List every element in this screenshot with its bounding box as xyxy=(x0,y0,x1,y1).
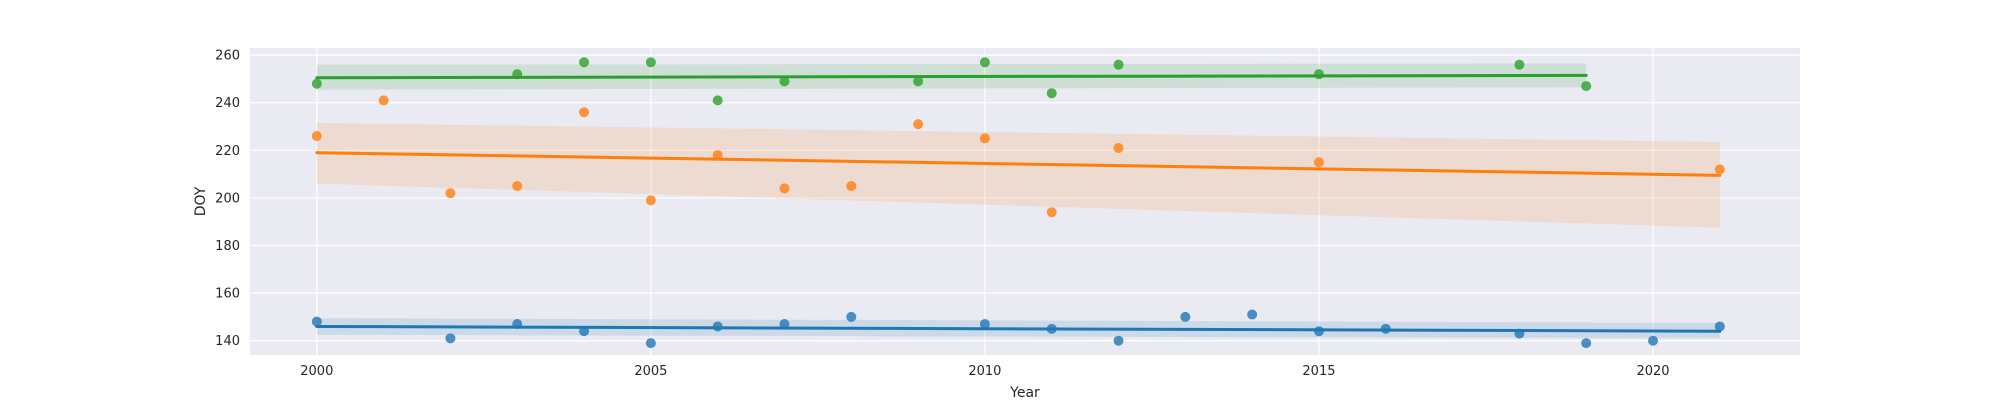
series-3-trend-line xyxy=(315,73,1588,80)
y-tick-label: 220 xyxy=(215,144,240,159)
series-1-point xyxy=(1714,321,1725,332)
series-1-point xyxy=(979,319,990,330)
series-2-point xyxy=(979,133,990,144)
series-1-point xyxy=(512,319,523,330)
y-tick-label: 240 xyxy=(215,96,240,111)
series-2-point xyxy=(1313,157,1324,168)
x-tick-label: 2020 xyxy=(1636,364,1669,379)
series-2-point xyxy=(645,195,656,206)
series-2-point xyxy=(512,181,523,192)
series-2-point xyxy=(779,183,790,194)
data-points xyxy=(311,57,1725,349)
y-tick-label: 160 xyxy=(215,287,240,302)
series-3-point xyxy=(1581,81,1592,92)
series-1-point xyxy=(1247,309,1258,320)
series-2-point xyxy=(311,131,322,142)
x-tick-label: 2000 xyxy=(300,364,333,379)
series-2-point xyxy=(1714,164,1725,175)
series-1-point xyxy=(579,326,590,337)
series-3-point xyxy=(913,76,924,87)
y-tick-label: 140 xyxy=(215,334,240,349)
series-1-point xyxy=(1648,335,1659,346)
series-1-point xyxy=(1514,328,1525,339)
series-1-point xyxy=(445,333,456,344)
series-2-point xyxy=(846,181,857,192)
series-1-point xyxy=(779,319,790,330)
x-tick-label: 2015 xyxy=(1302,364,1335,379)
series-3-point xyxy=(579,57,590,68)
series-3-point xyxy=(1514,59,1525,70)
series-2-point xyxy=(445,188,456,199)
series-1-trend-line xyxy=(315,324,1722,333)
series-3-point xyxy=(779,76,790,87)
x-tick-label: 2010 xyxy=(968,364,1001,379)
series-2-point xyxy=(1046,207,1057,218)
y-tick-label: 180 xyxy=(215,239,240,254)
series-3-point xyxy=(1113,59,1124,70)
series-2-point xyxy=(579,107,590,118)
series-1-point xyxy=(1313,326,1324,337)
series-2-point xyxy=(378,95,389,106)
series-2-point xyxy=(1113,142,1124,153)
series-1-point xyxy=(1380,323,1391,334)
series-1-point xyxy=(1180,311,1191,322)
series-3-point xyxy=(1313,69,1324,80)
grid-lines xyxy=(250,48,1800,355)
y-tick-label: 200 xyxy=(215,191,240,206)
tick-labels: 2000 2005 2010 2015 2020 140 160 180 200 220 240 26… xyxy=(215,49,1669,379)
series-2-confidence-band xyxy=(316,122,1720,228)
trend-lines xyxy=(315,73,1722,333)
plot-background xyxy=(250,48,1800,355)
series-1-point xyxy=(1581,338,1592,349)
x-tick-label: 2005 xyxy=(634,364,667,379)
x-axis-title: Year xyxy=(1009,385,1040,400)
series-3-point xyxy=(1046,88,1057,99)
series-1-point xyxy=(645,338,656,349)
series-3-point xyxy=(712,95,723,106)
series-3-point xyxy=(311,78,322,89)
series-1-point xyxy=(846,311,857,322)
series-1-point xyxy=(1046,323,1057,334)
series-1-point xyxy=(1113,335,1124,346)
y-axis-title: DOY xyxy=(193,186,209,216)
series-2-point xyxy=(913,119,924,130)
series-2-trend-line xyxy=(315,151,1722,177)
y-tick-label: 260 xyxy=(215,49,240,64)
series-1-point xyxy=(311,316,322,327)
series-1-point xyxy=(712,321,723,332)
series-3-point xyxy=(979,57,990,68)
series-2-point xyxy=(712,150,723,161)
series-3-point xyxy=(512,69,523,80)
series-3-point xyxy=(645,57,656,68)
